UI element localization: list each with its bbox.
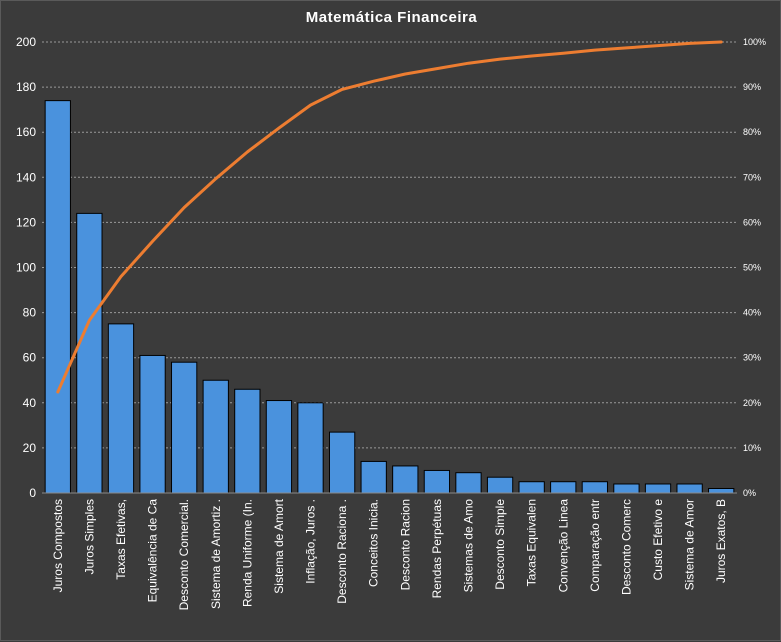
x-tick-label: Conceitos Inicia. xyxy=(367,499,381,587)
y-right-tick-label: 70% xyxy=(743,172,761,182)
x-tick-label: Sistema de Amortiz . xyxy=(209,499,223,609)
y-left-tick-label: 80 xyxy=(23,306,37,320)
x-tick-label: Taxas Equivalen xyxy=(525,499,539,586)
y-left-tick-label: 120 xyxy=(16,215,36,229)
bar xyxy=(360,460,387,494)
cumulative-line xyxy=(56,40,723,394)
bar xyxy=(44,100,71,494)
y-left-tick-label: 160 xyxy=(16,125,36,139)
y-left-tick-label: 100 xyxy=(16,261,36,275)
y-right-tick-label: 80% xyxy=(743,127,761,137)
bar xyxy=(202,379,229,494)
bar xyxy=(455,472,482,494)
y-right-tick-label: 10% xyxy=(743,443,761,453)
bar xyxy=(518,481,545,494)
bar xyxy=(423,469,451,494)
x-tick-label: Rendas Perpétuas xyxy=(430,499,444,598)
y-right-tick-label: 0% xyxy=(743,488,756,498)
x-tick-label: Sistema de Amort xyxy=(272,498,286,593)
y-left-tick-label: 40 xyxy=(23,396,37,410)
bar xyxy=(139,354,166,494)
bar xyxy=(297,402,324,494)
x-tick-label: Renda Uniforme (In. xyxy=(240,499,254,607)
bar xyxy=(613,483,640,494)
y-left-tick-label: 200 xyxy=(16,35,36,49)
y-right-tick-label: 90% xyxy=(743,82,761,92)
x-tick-label: Juros Exatos, B xyxy=(714,499,728,583)
bar xyxy=(392,465,419,494)
y-left-tick-label: 60 xyxy=(23,351,37,365)
y-left-tick-label: 180 xyxy=(16,80,36,94)
chart-title: Matemática Financeira xyxy=(305,9,478,26)
x-tick-label: Comparação entr xyxy=(588,499,602,592)
bar xyxy=(328,431,356,494)
y-left-tick-label: 140 xyxy=(16,170,36,184)
bar xyxy=(676,483,703,494)
y-right-tick-label: 20% xyxy=(743,398,761,408)
bar xyxy=(107,323,135,494)
x-tick-label: Convenção Linea xyxy=(556,499,570,593)
bar xyxy=(708,487,735,494)
x-tick-label: Desconto Raciona . xyxy=(335,499,349,604)
bar xyxy=(265,400,293,494)
y-right-tick-label: 100% xyxy=(743,37,766,47)
bar xyxy=(581,481,608,494)
y-right-tick-label: 60% xyxy=(743,217,761,227)
x-tick-label: Desconto Racion xyxy=(398,499,412,590)
y-right-tick-label: 40% xyxy=(743,308,761,318)
x-tick-label: Desconto Simple xyxy=(493,499,507,590)
x-tick-label: Desconto Comercial. xyxy=(177,499,191,610)
bar xyxy=(76,212,103,494)
y-left-tick-label: 0 xyxy=(29,486,36,500)
y-right-tick-label: 30% xyxy=(743,353,761,363)
x-tick-label: Inflação, Juros . xyxy=(304,499,318,584)
bar xyxy=(486,476,514,494)
x-tick-label: Custo Efetivo e xyxy=(651,499,665,581)
x-tick-label: Sistemas de Amo xyxy=(462,499,476,593)
bar xyxy=(550,481,577,494)
x-tick-label: Juros Compostos xyxy=(51,499,65,592)
x-tick-label: Equivalência de Ca xyxy=(146,499,160,603)
bar xyxy=(644,483,672,494)
x-tick-label: Sistema de Amor xyxy=(683,499,697,590)
x-tick-label: Juros Simples xyxy=(82,499,96,574)
bar xyxy=(234,388,261,494)
x-tick-label: Taxas Efetivas, xyxy=(114,499,128,580)
y-right-tick-label: 50% xyxy=(743,263,761,273)
y-left-tick-label: 20 xyxy=(23,441,37,455)
bar xyxy=(171,361,198,494)
x-tick-label: Desconto Comerc xyxy=(619,499,633,595)
